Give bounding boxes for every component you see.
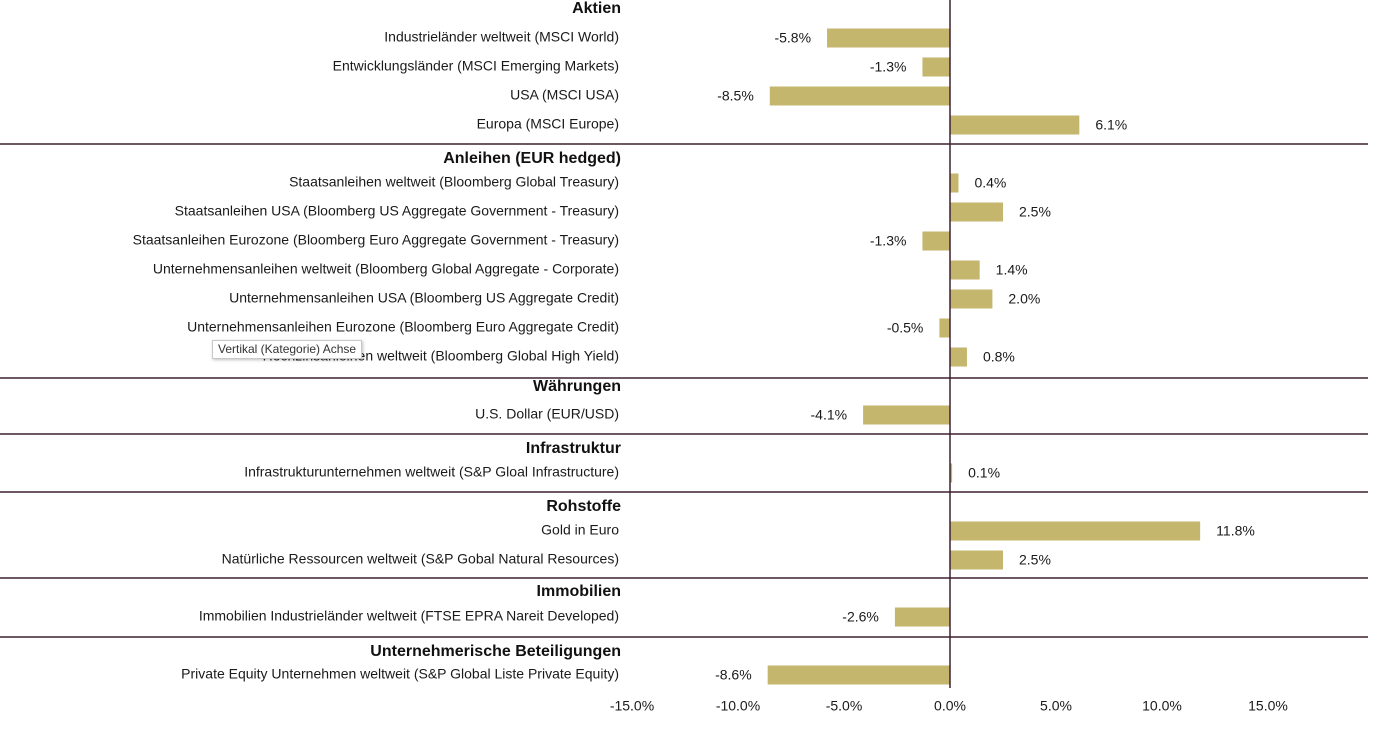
- bar: [950, 347, 967, 367]
- data-label: 11.8%: [1216, 523, 1255, 539]
- category-label: Unternehmensanleihen Eurozone (Bloomberg…: [187, 319, 619, 335]
- axis-tooltip: Vertikal (Kategorie) Achse: [212, 340, 363, 359]
- category-label: Industrieländer weltweit (MSCI World): [384, 29, 619, 45]
- category-label: Entwicklungsländer (MSCI Emerging Market…: [333, 58, 619, 74]
- x-tick-label: -15.0%: [610, 698, 654, 714]
- x-tick-label: 15.0%: [1248, 698, 1288, 714]
- category-label: Immobilien Industrieländer weltweit (FTS…: [199, 608, 619, 624]
- bar: [922, 57, 950, 77]
- data-label: -2.6%: [842, 609, 879, 625]
- category-label: Natürliche Ressourcen weltweit (S&P Goba…: [222, 551, 619, 567]
- x-tick-label: 0.0%: [934, 698, 966, 714]
- category-label: Staatsanleihen USA (Bloomberg US Aggrega…: [175, 203, 619, 219]
- category-label: Staatsanleihen weltweit (Bloomberg Globa…: [289, 174, 619, 190]
- data-label: 0.1%: [968, 465, 1000, 481]
- data-label: -0.5%: [887, 320, 924, 336]
- data-label: 2.5%: [1019, 552, 1051, 568]
- group-label: Währungen: [533, 378, 621, 395]
- bar: [939, 318, 950, 338]
- bar: [950, 521, 1201, 541]
- data-label: 6.1%: [1095, 117, 1127, 133]
- bar: [863, 405, 950, 425]
- bar: [950, 550, 1003, 570]
- bar: [950, 173, 959, 193]
- data-label: -1.3%: [870, 233, 907, 249]
- data-label: 2.0%: [1008, 291, 1040, 307]
- category-label: Gold in Euro: [541, 522, 619, 538]
- group-label: Immobilien: [537, 583, 621, 600]
- group-label: Unternehmerische Beteiligungen: [370, 643, 621, 660]
- bar: [769, 86, 950, 106]
- group-label: Infrastruktur: [526, 440, 621, 457]
- group-label: Rohstoffe: [546, 498, 621, 515]
- x-tick-label: 10.0%: [1142, 698, 1182, 714]
- category-label: Unternehmensanleihen weltweit (Bloomberg…: [153, 261, 619, 277]
- data-label: -5.8%: [774, 30, 811, 46]
- category-label: Staatsanleihen Eurozone (Bloomberg Euro …: [133, 232, 619, 248]
- data-label: -8.6%: [715, 667, 752, 683]
- category-label: Private Equity Unternehmen weltweit (S&P…: [181, 666, 619, 682]
- x-tick-label: -10.0%: [716, 698, 760, 714]
- category-label: Infrastrukturunternehmen weltweit (S&P G…: [244, 464, 619, 480]
- category-label: USA (MSCI USA): [510, 87, 619, 103]
- bar: [950, 260, 980, 280]
- data-label: -1.3%: [870, 59, 907, 75]
- bar: [950, 115, 1080, 135]
- x-tick-label: -5.0%: [826, 698, 863, 714]
- data-label: 1.4%: [996, 262, 1028, 278]
- group-label: Aktien: [572, 0, 621, 17]
- data-label: -8.5%: [717, 88, 754, 104]
- data-label: -4.1%: [811, 407, 848, 423]
- category-label: U.S. Dollar (EUR/USD): [475, 406, 619, 422]
- bar: [950, 202, 1003, 222]
- bar: [894, 607, 950, 627]
- data-label: 0.8%: [983, 349, 1015, 365]
- category-label: Europa (MSCI Europe): [477, 116, 619, 132]
- bar: [950, 463, 953, 483]
- data-label: 2.5%: [1019, 204, 1051, 220]
- bar: [950, 289, 993, 309]
- group-label: Anleihen (EUR hedged): [443, 150, 621, 167]
- bar: [827, 28, 950, 48]
- bar: [767, 665, 950, 685]
- category-label: Unternehmensanleihen USA (Bloomberg US A…: [229, 290, 619, 306]
- x-tick-label: 5.0%: [1040, 698, 1072, 714]
- bar: [922, 231, 950, 251]
- data-label: 0.4%: [974, 175, 1006, 191]
